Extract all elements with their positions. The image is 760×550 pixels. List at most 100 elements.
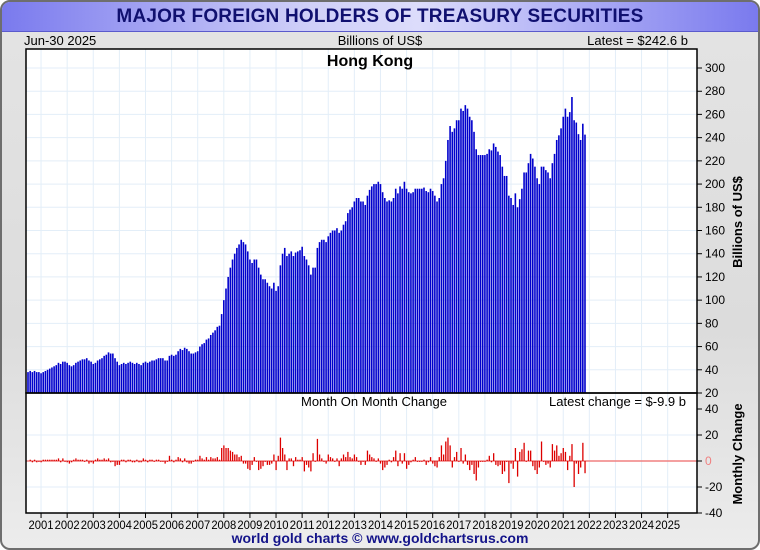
change-bar <box>31 461 34 463</box>
holding-bar <box>401 188 404 393</box>
holding-bar <box>138 363 140 393</box>
change-bar <box>453 457 456 461</box>
change-bar <box>212 458 214 461</box>
holding-bar <box>551 163 554 393</box>
holding-bar <box>88 360 90 393</box>
holding-bar <box>364 204 367 393</box>
change-bar <box>392 457 395 461</box>
change-bar <box>188 461 190 464</box>
change-bar <box>479 461 482 462</box>
change-bar <box>44 459 47 461</box>
holding-bar <box>377 181 380 393</box>
change-bar <box>488 455 490 461</box>
holding-bar <box>262 279 264 393</box>
change-bar <box>562 448 564 461</box>
change-bar <box>97 458 99 461</box>
change-bar <box>477 461 480 468</box>
y-tick-label: 80 <box>705 316 719 330</box>
change-bar <box>318 454 321 461</box>
holding-bar <box>403 181 406 393</box>
holding-bar <box>481 155 484 393</box>
change-bar <box>164 461 166 464</box>
holding-bar <box>212 332 214 393</box>
change-bar <box>181 461 184 463</box>
change-bar <box>142 458 145 461</box>
change-bar <box>247 461 249 469</box>
change-bar <box>464 454 467 461</box>
change-bar <box>205 457 208 461</box>
holding-bar <box>207 338 210 393</box>
y-tick-label: 220 <box>705 154 725 168</box>
holding-bar <box>188 351 190 393</box>
change-bar <box>68 461 71 464</box>
change-bar <box>538 461 541 468</box>
change-bar <box>401 461 403 464</box>
title-bar: MAJOR FOREIGN HOLDERS OF TREASURY SECURI… <box>2 2 758 32</box>
holding-bar <box>547 172 549 393</box>
change-bar <box>118 461 121 465</box>
change-bar <box>64 461 66 462</box>
change-bar <box>558 455 560 461</box>
holding-bar <box>538 184 541 393</box>
holding-bar <box>536 178 538 393</box>
holding-bar <box>51 367 53 393</box>
change-bar <box>79 459 81 461</box>
holding-bar <box>434 195 436 393</box>
change-bar <box>390 461 393 463</box>
holding-bar <box>155 359 158 393</box>
latest-label: Latest = $242.6 b <box>587 33 688 48</box>
change-bar <box>421 461 423 462</box>
change-bar <box>103 458 105 461</box>
holding-bar <box>48 368 51 393</box>
change-bar <box>214 458 216 461</box>
holding-bar <box>484 155 486 393</box>
holding-bar <box>172 355 175 393</box>
holding-bar <box>129 361 132 393</box>
holding-bar <box>46 369 49 393</box>
holding-bar <box>327 236 330 393</box>
change-bar <box>497 461 499 467</box>
holding-bar <box>490 150 493 393</box>
change-bar <box>284 454 286 461</box>
y-tick-label: 120 <box>705 270 725 284</box>
change-bar <box>299 459 301 461</box>
holding-bar <box>440 184 443 393</box>
x-tick-label: 2019 <box>499 518 524 532</box>
x-tick-label: 2001 <box>29 518 54 532</box>
change-bar <box>166 461 168 462</box>
holding-bar <box>149 361 151 393</box>
holding-bar <box>216 326 219 393</box>
holding-bar <box>390 201 393 393</box>
change-bar <box>584 461 586 474</box>
change-bar <box>144 459 147 461</box>
holding-bar <box>494 146 497 393</box>
holding-bar <box>286 256 288 393</box>
change-bar <box>427 461 430 463</box>
holding-bar <box>186 348 188 393</box>
holding-bar <box>370 186 373 393</box>
holding-bar <box>96 360 99 393</box>
y-tick-label: 60 <box>705 340 719 354</box>
holding-bar <box>582 123 584 393</box>
change-bar <box>123 459 125 461</box>
x-tick-label: 2025 <box>655 518 680 532</box>
holding-bar <box>421 188 423 393</box>
change-bar <box>416 461 419 462</box>
holding-bar <box>236 247 238 393</box>
x-tick-label: 2017 <box>446 518 471 532</box>
holding-bar <box>477 155 480 393</box>
change-bar <box>225 448 227 461</box>
holding-bar <box>201 344 203 393</box>
change-bar <box>251 461 253 465</box>
change-bar <box>375 461 377 462</box>
change-bar <box>412 459 414 461</box>
holding-bar <box>545 170 547 393</box>
holding-bar <box>362 201 364 393</box>
change-bar <box>571 444 573 461</box>
change-bar <box>366 450 369 461</box>
change-bar <box>160 461 162 462</box>
holding-bar <box>436 201 438 393</box>
holding-bar <box>499 155 501 393</box>
holding-bar <box>270 288 273 393</box>
holding-bar <box>375 184 377 393</box>
